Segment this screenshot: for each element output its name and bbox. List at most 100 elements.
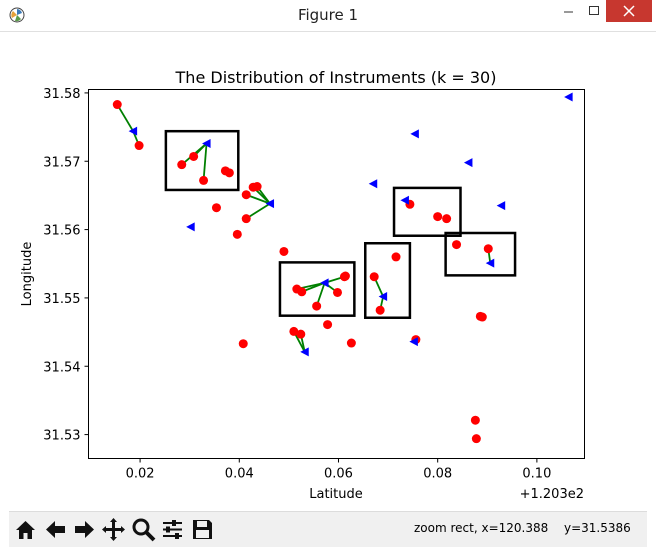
instrument-points (112, 100, 493, 444)
instrument-point (177, 160, 187, 170)
cluster-box (444, 231, 517, 277)
instrument-point (289, 326, 299, 336)
cluster-box (364, 242, 412, 319)
instrument-point (323, 320, 333, 330)
center-marker (409, 337, 418, 347)
instrument-point (470, 415, 480, 425)
y-tick-label: 31.56 (43, 224, 80, 239)
maximize-button[interactable] (580, 0, 608, 22)
instrument-point (375, 305, 385, 315)
center-marker (496, 201, 506, 211)
y-tick-label: 31.54 (43, 360, 80, 375)
center-marker (378, 292, 388, 302)
navigation-toolbar: zoom rect, x=120.388 y=31.5386 (9, 511, 647, 547)
y-tick-label: 31.55 (43, 292, 80, 307)
center-marker (485, 258, 495, 268)
instrument-point (112, 100, 122, 110)
center-marker (368, 179, 378, 189)
x-tick-label: 0.10 (522, 467, 551, 482)
chart-title: The Distribution of Instruments (k = 30) (175, 68, 497, 87)
pan-icon (102, 518, 125, 541)
center-marker (564, 92, 573, 102)
instrument-point (340, 271, 350, 281)
center-marker (265, 199, 275, 209)
status-y-text: y=31.5386 (564, 521, 631, 535)
window-titlebar: Figure 1 (0, 0, 656, 32)
forward-button[interactable] (71, 516, 98, 543)
zoom-button[interactable] (130, 516, 157, 543)
x-axis-offset-label: +1.203e2 (520, 487, 584, 502)
cluster-box (164, 129, 240, 192)
instrument-point (238, 339, 248, 349)
instrument-point (199, 175, 209, 185)
y-axis-label: Longitude (20, 242, 35, 307)
center-marker (410, 129, 419, 139)
status-mode-text: zoom rect, x=120.388 (414, 521, 549, 535)
matplotlib-app-icon[interactable] (9, 7, 25, 23)
instrument-point (332, 287, 342, 297)
x-tick-label: 0.08 (423, 467, 452, 482)
instrument-point (433, 212, 443, 222)
instrument-point (134, 141, 144, 151)
zoom-icon (132, 518, 156, 542)
x-axis-ticks: 0.02 0.04 0.06 0.08 0.10 (126, 458, 551, 482)
instrument-point (211, 203, 221, 213)
x-tick-label: 0.02 (126, 467, 155, 482)
instrument-point (232, 229, 242, 239)
configure-subplots-icon (163, 520, 182, 539)
cluster-box (392, 186, 462, 237)
y-axis-ticks: 31.53 31.54 31.55 31.56 31.57 31.58 (43, 87, 89, 444)
pan-button[interactable] (100, 516, 127, 543)
forward-icon (75, 521, 94, 538)
cluster-link (245, 202, 271, 220)
instrument-point (252, 182, 262, 192)
y-tick-label: 31.58 (43, 87, 80, 102)
instrument-point (483, 244, 493, 254)
x-tick-label: 0.06 (324, 467, 353, 482)
minimize-button[interactable] (554, 0, 582, 22)
center-marker (186, 222, 195, 232)
window-title: Figure 1 (297, 6, 359, 24)
instrument-point (452, 240, 462, 250)
instrument-point (442, 214, 452, 224)
back-icon (46, 521, 65, 538)
y-tick-label: 31.57 (43, 155, 80, 170)
instrument-point (241, 214, 251, 224)
center-marker (300, 347, 309, 357)
cluster-link (116, 104, 134, 132)
instrument-point (224, 168, 234, 178)
x-axis-label: Latitude (309, 487, 363, 502)
configure-subplots-button[interactable] (159, 516, 186, 543)
axes-frame (88, 89, 585, 459)
y-tick-label: 31.53 (43, 429, 80, 444)
instrument-point (297, 287, 307, 297)
instrument-point (346, 338, 356, 348)
close-button[interactable] (606, 0, 652, 22)
instrument-point (369, 272, 379, 282)
instrument-point (279, 246, 289, 256)
instrument-point (296, 329, 306, 339)
cluster-boxes (164, 129, 517, 319)
instrument-point (312, 301, 322, 311)
center-marker (400, 195, 409, 205)
instrument-point (475, 311, 485, 321)
save-button[interactable] (189, 516, 216, 543)
center-marker (320, 278, 329, 288)
x-tick-label: 0.04 (225, 467, 254, 482)
close-icon (623, 5, 635, 17)
instrument-point (189, 151, 199, 161)
back-button[interactable] (42, 516, 69, 543)
center-marker (202, 138, 211, 148)
home-button[interactable] (12, 516, 39, 543)
figure-canvas[interactable]: The Distribution of Instruments (k = 30)… (9, 32, 647, 511)
center-markers (128, 92, 573, 357)
maximize-icon (589, 6, 599, 15)
instrument-point (471, 434, 481, 444)
scatter-plot[interactable]: The Distribution of Instruments (k = 30)… (9, 32, 647, 511)
instrument-point (241, 190, 251, 200)
cluster-box (278, 261, 356, 317)
center-marker (463, 158, 473, 168)
cluster-link (202, 143, 208, 181)
center-marker (128, 126, 138, 136)
save-icon (193, 520, 212, 539)
